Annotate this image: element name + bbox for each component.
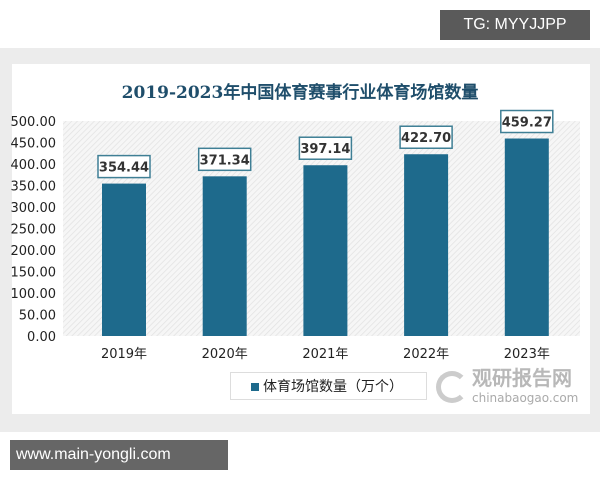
chart-title: 2019-2023年中国体育赛事行业体育场馆数量 <box>121 83 479 103</box>
y-tick-label: 100.00 <box>11 287 57 302</box>
tg-watermark: TG: MYYJJPP <box>440 10 590 40</box>
legend-swatch <box>251 383 259 391</box>
y-tick-label: 250.00 <box>11 223 57 238</box>
data-label: 422.70 <box>401 131 451 146</box>
y-tick-label: 450.00 <box>11 137 57 152</box>
bar <box>404 154 449 336</box>
legend-label: 体育场馆数量（万个） <box>263 379 403 395</box>
x-tick-label: 2023年 <box>504 347 550 362</box>
y-tick-label: 50.00 <box>19 309 56 324</box>
data-label: 459.27 <box>502 116 552 131</box>
bar <box>102 183 146 336</box>
x-tick-label: 2021年 <box>302 347 348 362</box>
brand-en: chinabaogao.com <box>472 391 579 405</box>
data-label: 397.14 <box>300 142 350 157</box>
data-label-box <box>500 109 554 134</box>
brand-logo-icon <box>436 371 468 403</box>
data-label-box <box>298 136 353 160</box>
bar <box>303 165 348 336</box>
site-watermark: www.main-yongli.com <box>10 440 228 470</box>
data-label-box <box>197 147 252 172</box>
bar <box>202 176 247 336</box>
y-tick-label: 400.00 <box>11 158 57 173</box>
brand-cn: 观研报告网 <box>472 366 572 390</box>
x-tick-label: 2020年 <box>202 347 248 362</box>
data-label: 371.34 <box>200 153 250 168</box>
y-tick-label: 150.00 <box>11 266 57 281</box>
bar <box>504 138 549 336</box>
data-label-box <box>399 125 453 149</box>
y-tick-label: 0.00 <box>27 330 56 345</box>
legend: 体育场馆数量（万个） <box>230 372 427 400</box>
x-tick-label: 2022年 <box>403 347 449 362</box>
data-label-box <box>97 154 151 179</box>
x-tick-label: 2019年 <box>101 347 147 362</box>
y-tick-label: 200.00 <box>11 244 57 259</box>
y-tick-label: 500.00 <box>11 115 57 130</box>
y-tick-label: 300.00 <box>11 201 57 216</box>
data-label: 354.44 <box>99 161 149 176</box>
y-tick-label: 350.00 <box>11 180 57 195</box>
